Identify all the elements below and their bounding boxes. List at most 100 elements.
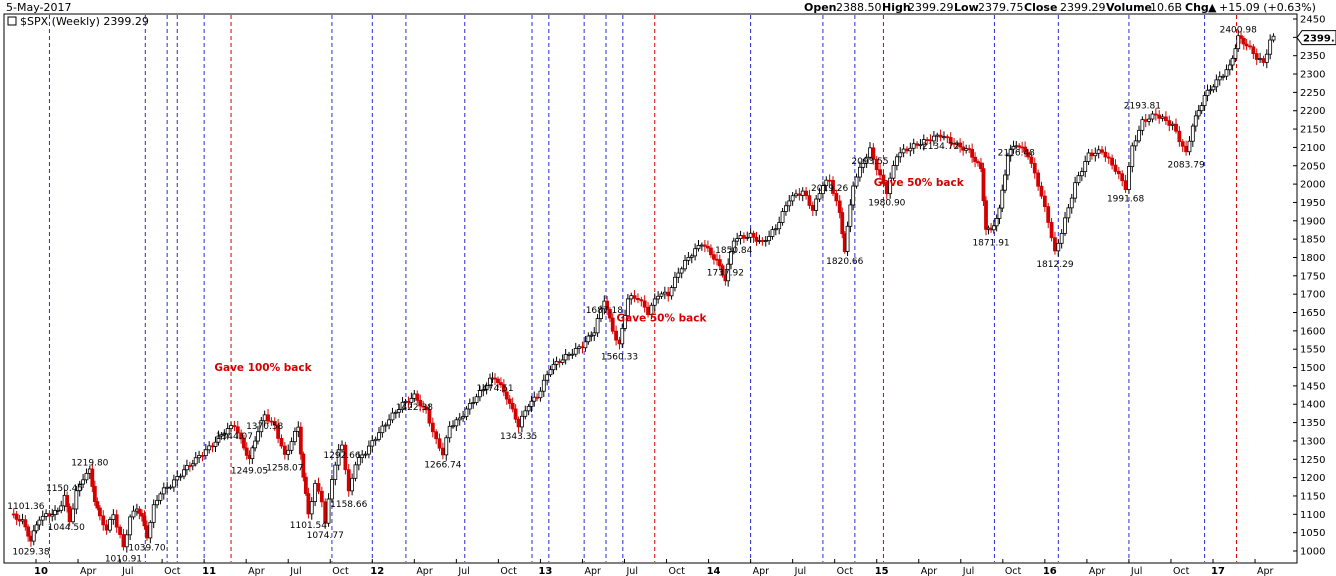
price-body-396 xyxy=(1271,35,1276,41)
price-body-227 xyxy=(729,251,733,265)
x-tick-label-26: Jul xyxy=(1130,566,1142,576)
x-tick-label-19: Oct xyxy=(837,566,854,576)
high-value: 2399.29 xyxy=(908,1,954,14)
price-body-211 xyxy=(679,268,684,274)
price-body-8 xyxy=(34,524,39,532)
price-body-370 xyxy=(1190,125,1195,142)
price-body-326 xyxy=(1042,195,1047,207)
price-label-20: 1560.33 xyxy=(601,353,638,363)
price-body-54 xyxy=(178,475,183,478)
price-body-167 xyxy=(538,390,543,399)
price-body-172 xyxy=(554,360,559,365)
price-body-29 xyxy=(97,507,102,517)
ohlc-readout: Open 2388.50 High 2399.29 Low 2379.75 Cl… xyxy=(804,1,1316,14)
price-body-50 xyxy=(165,486,170,489)
price-body-328 xyxy=(1049,222,1054,239)
price-body-343 xyxy=(1100,149,1104,153)
price-body-43 xyxy=(142,515,147,527)
y-tick-label-17: 1850 xyxy=(1300,235,1325,246)
price-body-62 xyxy=(203,449,208,457)
price-body-382 xyxy=(1227,64,1232,71)
price-body-156 xyxy=(504,391,509,400)
price-body-82 xyxy=(266,414,270,422)
price-body-379 xyxy=(1217,76,1222,81)
price-body-94 xyxy=(303,476,308,494)
price-body-149 xyxy=(484,385,489,391)
chart-type-icon xyxy=(7,16,17,26)
price-body-278 xyxy=(894,156,899,166)
price-body-245 xyxy=(787,200,792,207)
price-body-377 xyxy=(1211,86,1216,91)
price-body-63 xyxy=(207,445,212,451)
price-body-374 xyxy=(1202,95,1207,106)
volume-label: Volume xyxy=(1106,1,1152,14)
price-body-274 xyxy=(881,174,886,184)
x-tick-label-12: 13 xyxy=(538,566,552,576)
price-body-178 xyxy=(573,348,578,355)
note-1: Gave 50% back xyxy=(617,313,708,325)
price-body-72 xyxy=(235,426,240,434)
price-body-106 xyxy=(343,444,348,471)
price-label-1: 1029.38 xyxy=(12,547,49,557)
x-tick-label-25: Apr xyxy=(1089,566,1106,576)
price-body-286 xyxy=(921,139,926,146)
price-body-346 xyxy=(1110,157,1115,166)
text-notes: Gave 100% back Gave 50% back Gave 50% back xyxy=(214,177,964,374)
price-body-265 xyxy=(851,185,856,206)
price-body-7 xyxy=(31,530,36,542)
price-body-15 xyxy=(55,509,60,512)
open-value: 2388.50 xyxy=(836,1,882,14)
price-body-69 xyxy=(225,428,230,435)
price-body-321 xyxy=(1026,151,1030,158)
note-0: Gave 100% back xyxy=(214,362,312,374)
price-body-135 xyxy=(437,438,442,449)
price-body-37 xyxy=(124,534,129,548)
price-body-171 xyxy=(551,363,556,371)
x-tick-label-1: Apr xyxy=(80,566,97,576)
price-series xyxy=(11,29,1276,553)
price-body-289 xyxy=(931,135,936,142)
price-body-290 xyxy=(935,134,940,137)
price-body-288 xyxy=(928,139,933,142)
y-tick-label-9: 1450 xyxy=(1300,381,1325,392)
x-tick-label-16: 14 xyxy=(707,566,721,576)
price-body-235 xyxy=(754,236,759,242)
price-body-243 xyxy=(780,211,785,223)
price-body-13 xyxy=(50,514,55,517)
x-tick-label-4: 11 xyxy=(202,566,216,576)
y-tick-label-20: 2000 xyxy=(1300,180,1325,191)
price-body-270 xyxy=(868,147,872,158)
price-label-27: 2134.72 xyxy=(922,142,959,152)
price-body-388 xyxy=(1244,43,1249,47)
price-body-362 xyxy=(1164,116,1168,122)
price-label-16: 1266.74 xyxy=(424,460,461,470)
price-body-140 xyxy=(454,419,459,427)
low-label: Low xyxy=(954,1,979,14)
price-body-5 xyxy=(26,526,31,537)
y-tick-label-12: 1600 xyxy=(1300,326,1325,337)
x-tick-label-0: 10 xyxy=(34,566,48,576)
price-body-123 xyxy=(400,401,405,411)
price-body-381 xyxy=(1224,69,1229,77)
price-body-269 xyxy=(864,156,869,164)
price-body-291 xyxy=(938,134,943,138)
y-tick-label-0: 1000 xyxy=(1300,547,1325,558)
y-tick-label-4: 1200 xyxy=(1300,473,1325,484)
price-body-21 xyxy=(74,490,79,510)
x-tick-label-29: Apr xyxy=(1257,566,1274,576)
price-body-28 xyxy=(95,501,100,509)
price-body-136 xyxy=(441,447,445,456)
price-body-342 xyxy=(1096,149,1101,154)
price-body-109 xyxy=(353,464,358,479)
price-body-59 xyxy=(193,457,198,465)
price-label-18: 1343.35 xyxy=(500,432,537,442)
x-tick-label-8: 12 xyxy=(370,566,384,576)
price-body-10 xyxy=(40,515,45,521)
price-body-101 xyxy=(326,498,331,524)
x-tick-label-10: Jul xyxy=(457,566,469,576)
price-body-299 xyxy=(964,148,969,151)
price-label-30: 1812.29 xyxy=(1036,260,1073,270)
price-body-259 xyxy=(834,193,839,202)
price-body-27 xyxy=(92,486,97,502)
price-body-113 xyxy=(367,445,371,455)
